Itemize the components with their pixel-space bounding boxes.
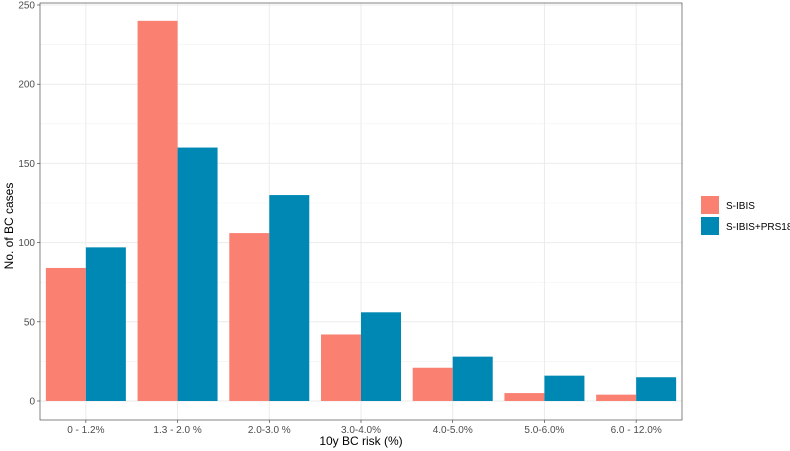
x-tick-label: 4.0-5.0%	[433, 425, 473, 436]
y-tick-label: 50	[24, 317, 36, 328]
bar	[137, 20, 178, 402]
y-tick-label: 150	[18, 159, 35, 170]
x-axis: 0 - 1.2% 1.3 - 2.0 % 2.0-3.0 % 3.0-4.0% 4.0-…	[67, 420, 662, 436]
legend-label: S-IBIS+PRS18	[726, 222, 790, 233]
x-tick-label: 0 - 1.2%	[67, 425, 104, 436]
x-tick-label: 3.0-4.0%	[341, 425, 381, 436]
x-tick-label: 6.0 - 12.0%	[611, 425, 662, 436]
x-tick-label: 1.3 - 2.0 %	[153, 425, 201, 436]
bar	[412, 367, 453, 401]
y-tick-label: 100	[18, 238, 35, 249]
bar	[452, 356, 493, 401]
y-axis-title: No. of BC cases	[2, 183, 16, 270]
bar	[544, 375, 585, 401]
y-tick-label: 200	[18, 80, 35, 91]
bar	[361, 312, 401, 401]
legend-label: S-IBIS	[726, 201, 755, 212]
bar	[45, 267, 86, 401]
legend-swatch	[701, 217, 719, 235]
bar	[269, 195, 310, 401]
y-axis: 0 50 100 150 200 250	[18, 1, 40, 408]
bar	[229, 233, 270, 401]
y-tick-label: 250	[18, 1, 35, 12]
bar	[321, 334, 361, 401]
bars	[45, 20, 677, 402]
x-tick-label: 5.0-6.0%	[524, 425, 564, 436]
legend: S-IBIS S-IBIS+PRS18	[701, 196, 790, 235]
bar	[177, 147, 218, 401]
y-tick-label: 0	[29, 397, 35, 408]
bar	[85, 247, 126, 401]
bar	[636, 377, 677, 401]
legend-swatch	[701, 196, 719, 214]
bar	[504, 393, 545, 401]
x-tick-label: 2.0-3.0 %	[248, 425, 291, 436]
panel-border	[39, 2, 683, 421]
bar	[596, 394, 637, 401]
x-axis-title: 10y BC risk (%)	[319, 434, 402, 448]
